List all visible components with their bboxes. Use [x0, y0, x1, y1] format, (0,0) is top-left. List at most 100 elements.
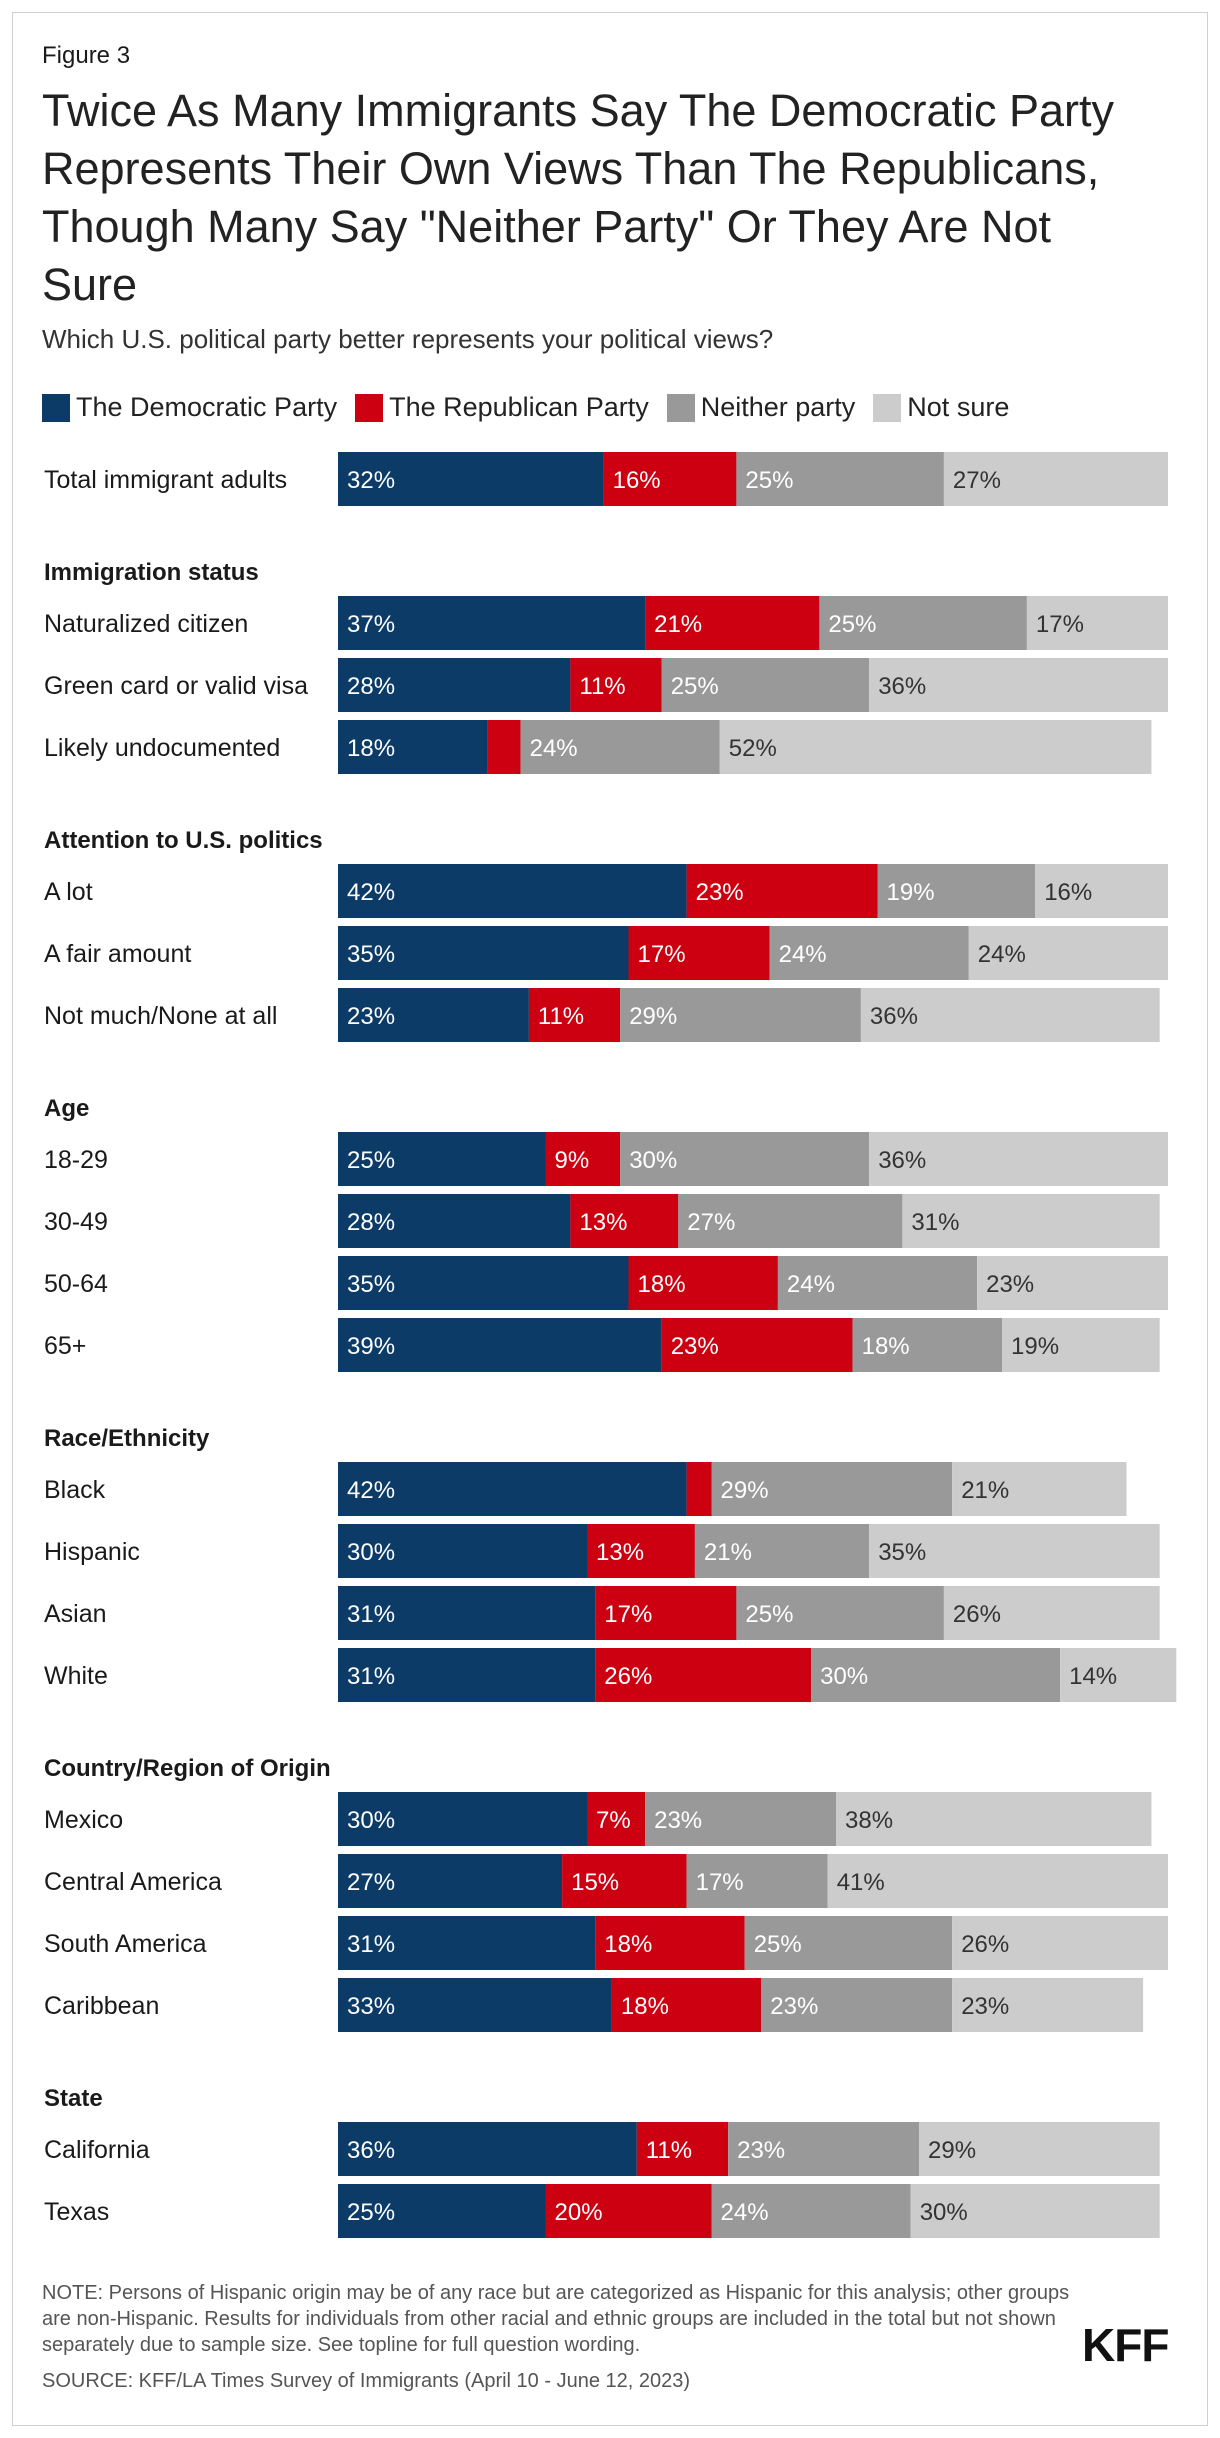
row-label-65: 65+ — [44, 1332, 86, 1360]
kff-logo: KFF — [1082, 2319, 1169, 2371]
row-label-18-29: 18-29 — [44, 1146, 108, 1174]
chart-source: SOURCE: KFF/LA Times Survey of Immigrant… — [42, 2370, 691, 2392]
bar-65-republican — [661, 1318, 853, 1372]
bar-naturalized-citizen-neither — [819, 596, 1027, 650]
row-label-not-much-none-at-all: Not much/None at all — [44, 1002, 277, 1030]
data-label-18-29-republican: 9% — [555, 1147, 590, 1174]
data-label-naturalized-citizen-democratic: 37% — [347, 611, 395, 638]
legend-item-democratic: The Democratic Party — [42, 392, 337, 423]
bar-a-lot-neither — [877, 864, 1036, 918]
data-label-total-immigrant-adults-democratic: 32% — [347, 467, 395, 494]
bar-mexico-democratic — [338, 1792, 587, 1846]
data-label-white-not-sure: 14% — [1069, 1663, 1117, 1690]
bar-california-not-sure — [919, 2122, 1160, 2176]
data-label-mexico-not-sure: 38% — [845, 1807, 893, 1834]
data-label-30-49-neither: 27% — [687, 1209, 735, 1236]
data-label-a-fair-amount-republican: 17% — [638, 941, 686, 968]
bar-white-not-sure — [1060, 1648, 1177, 1702]
data-label-south-america-not-sure: 26% — [961, 1931, 1009, 1958]
data-label-a-fair-amount-democratic: 35% — [347, 941, 395, 968]
bar-black-not-sure — [952, 1462, 1127, 1516]
row-label-california: California — [44, 2136, 150, 2164]
data-label-mexico-neither: 23% — [654, 1807, 702, 1834]
bar-caribbean-republican — [611, 1978, 762, 2032]
bar-a-fair-amount-republican — [628, 926, 770, 980]
row-label-a-fair-amount: A fair amount — [44, 940, 191, 968]
row-label-likely-undocumented: Likely undocumented — [44, 734, 280, 762]
row-label-asian: Asian — [44, 1600, 107, 1628]
bar-30-49-democratic — [338, 1194, 571, 1248]
bar-texas-republican — [545, 2184, 712, 2238]
bar-white-democratic — [338, 1648, 596, 1702]
bar-california-neither — [728, 2122, 919, 2176]
bar-likely-undocumented-not-sure — [719, 720, 1152, 774]
data-label-hispanic-not-sure: 35% — [878, 1539, 926, 1566]
data-label-a-lot-democratic: 42% — [347, 879, 395, 906]
chart-title: Twice As Many Immigrants Say The Democra… — [42, 85, 1115, 310]
data-label-white-democratic: 31% — [347, 1663, 395, 1690]
data-label-50-64-neither: 24% — [787, 1271, 835, 1298]
bar-30-49-neither — [678, 1194, 903, 1248]
bar-green-card-or-valid-visa-republican — [570, 658, 662, 712]
bar-65-neither — [852, 1318, 1002, 1372]
bar-california-democratic — [338, 2122, 637, 2176]
legend-swatch-republican — [355, 393, 384, 422]
data-label-naturalized-citizen-republican: 21% — [654, 611, 702, 638]
legend-label-democratic: The Democratic Party — [76, 392, 338, 422]
bar-caribbean-neither — [761, 1978, 953, 2032]
row-label-mexico: Mexico — [44, 1806, 123, 1834]
bar-green-card-or-valid-visa-not-sure — [869, 658, 1168, 712]
legend-item-not-sure: Not sure — [873, 392, 1009, 423]
data-label-hispanic-democratic: 30% — [347, 1539, 395, 1566]
data-label-65-neither: 18% — [862, 1333, 910, 1360]
bar-total-immigrant-adults-not-sure — [943, 452, 1168, 506]
bar-18-29-neither — [620, 1132, 870, 1186]
bar-central-america-neither — [686, 1854, 828, 1908]
bar-green-card-or-valid-visa-democratic — [338, 658, 571, 712]
legend-label-neither: Neither party — [700, 392, 856, 422]
row-label-black: Black — [44, 1476, 106, 1504]
data-label-a-fair-amount-neither: 24% — [779, 941, 827, 968]
bar-total-immigrant-adults-democratic — [338, 452, 604, 506]
bar-central-america-not-sure — [827, 1854, 1168, 1908]
data-label-asian-republican: 17% — [604, 1601, 652, 1628]
bar-asian-democratic — [338, 1586, 596, 1640]
data-label-mexico-democratic: 30% — [347, 1807, 395, 1834]
bar-50-64-republican — [628, 1256, 778, 1310]
chart-subtitle: Which U.S. political party better repres… — [42, 324, 774, 354]
data-label-california-not-sure: 29% — [928, 2137, 976, 2164]
bar-50-64-democratic — [338, 1256, 629, 1310]
bar-asian-not-sure — [943, 1586, 1160, 1640]
bar-white-neither — [811, 1648, 1061, 1702]
bar-a-lot-democratic — [338, 864, 687, 918]
bar-south-america-democratic — [338, 1916, 596, 1970]
data-label-south-america-republican: 18% — [604, 1931, 652, 1958]
data-label-asian-not-sure: 26% — [953, 1601, 1001, 1628]
bar-naturalized-citizen-democratic — [338, 596, 646, 650]
figure-frame — [12, 12, 1208, 2426]
data-label-total-immigrant-adults-not-sure: 27% — [953, 467, 1001, 494]
data-label-30-49-republican: 13% — [579, 1209, 627, 1236]
bar-a-fair-amount-not-sure — [968, 926, 1168, 980]
bar-65-not-sure — [1002, 1318, 1160, 1372]
legend-swatch-not-sure — [873, 393, 902, 422]
data-label-texas-neither: 24% — [721, 2199, 769, 2226]
data-label-a-fair-amount-not-sure: 24% — [978, 941, 1026, 968]
data-label-18-29-neither: 30% — [629, 1147, 677, 1174]
data-label-a-lot-not-sure: 16% — [1044, 879, 1092, 906]
data-label-caribbean-not-sure: 23% — [961, 1993, 1009, 2020]
data-label-black-democratic: 42% — [347, 1477, 395, 1504]
bar-30-49-not-sure — [902, 1194, 1160, 1248]
bar-texas-democratic — [338, 2184, 546, 2238]
bar-a-lot-republican — [686, 864, 878, 918]
bar-asian-republican — [595, 1586, 737, 1640]
data-label-caribbean-neither: 23% — [770, 1993, 818, 2020]
data-label-central-america-not-sure: 41% — [837, 1869, 885, 1896]
bar-green-card-or-valid-visa-neither — [661, 658, 870, 712]
row-label-texas: Texas — [44, 2198, 109, 2226]
bar-likely-undocumented-neither — [520, 720, 720, 774]
group-heading-age: Age — [44, 1095, 89, 1122]
data-label-white-republican: 26% — [604, 1663, 652, 1690]
data-label-naturalized-citizen-not-sure: 17% — [1036, 611, 1084, 638]
bar-naturalized-citizen-republican — [645, 596, 820, 650]
